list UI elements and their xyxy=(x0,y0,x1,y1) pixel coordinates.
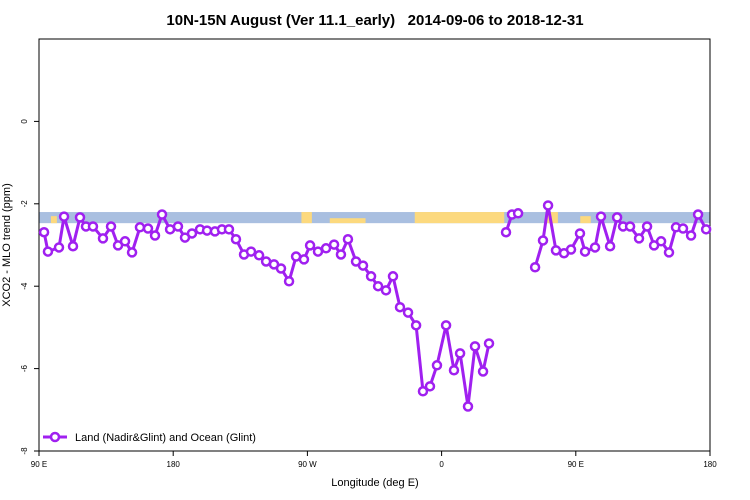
x-tick-label: 90 E xyxy=(31,460,47,469)
data-point xyxy=(312,246,324,257)
band xyxy=(329,218,366,224)
data-point xyxy=(700,224,712,235)
y-tick-label: 0 xyxy=(20,119,29,124)
data-point xyxy=(579,246,591,257)
data-point xyxy=(142,223,154,234)
data-point xyxy=(565,244,577,255)
data-point xyxy=(320,243,332,254)
plot-frame xyxy=(38,38,711,452)
data-point xyxy=(454,348,466,359)
data-point xyxy=(431,360,443,371)
data-point xyxy=(500,226,512,238)
series-line xyxy=(42,203,708,409)
data-point xyxy=(537,235,549,246)
data-point xyxy=(67,240,79,252)
x-tick-label: 90 E xyxy=(568,460,584,469)
data-point xyxy=(542,200,554,211)
data-point xyxy=(663,247,675,258)
band xyxy=(50,216,57,224)
data-point xyxy=(97,233,109,244)
y-tick-label: -2 xyxy=(20,200,29,208)
data-point xyxy=(595,211,607,222)
band xyxy=(414,212,505,224)
y-tick-label: -4 xyxy=(20,282,29,290)
y-tick-label: -8 xyxy=(20,447,29,455)
data-point xyxy=(298,254,310,265)
data-point xyxy=(42,246,54,257)
data-point xyxy=(550,245,562,256)
data-point xyxy=(402,307,414,318)
data-point xyxy=(328,239,340,250)
x-axis-label: Longitude (deg E) xyxy=(331,477,418,489)
data-point xyxy=(604,240,616,252)
data-point xyxy=(692,209,704,220)
data-point xyxy=(394,301,406,313)
chart-title: 10N-15N August (Ver 11.1_early) 2014-09-… xyxy=(166,12,583,29)
x-tick-label: 0 xyxy=(439,460,444,469)
data-point xyxy=(304,240,316,251)
data-point xyxy=(223,224,235,235)
x-tick-label: 180 xyxy=(167,460,181,469)
data-point xyxy=(253,250,265,261)
data-point xyxy=(641,221,653,232)
data-point xyxy=(512,208,524,219)
data-point xyxy=(624,221,636,232)
data-point xyxy=(38,226,50,238)
data-point xyxy=(477,366,489,377)
data-point xyxy=(574,228,586,239)
data-point xyxy=(342,233,354,245)
data-point xyxy=(589,242,601,253)
data-point xyxy=(380,285,392,296)
data-point xyxy=(387,271,399,282)
data-point xyxy=(134,222,146,233)
data-point xyxy=(417,386,429,397)
legend-label: Land (Nadir&Glint) and Ocean (Glint) xyxy=(75,432,256,444)
data-point xyxy=(245,246,257,257)
data-point xyxy=(275,263,287,274)
data-point xyxy=(448,364,460,376)
band xyxy=(545,212,558,224)
data-point xyxy=(149,230,161,241)
data-point xyxy=(685,230,697,241)
data-point xyxy=(462,401,474,412)
data-point xyxy=(53,242,65,253)
data-point xyxy=(119,236,131,247)
x-tick-label: 180 xyxy=(703,460,717,469)
y-tick-label: -6 xyxy=(20,364,29,372)
data-point xyxy=(74,212,86,223)
x-tick-label: 90 W xyxy=(298,460,317,469)
data-point xyxy=(126,247,138,258)
band xyxy=(580,216,591,224)
data-point xyxy=(365,271,377,282)
data-point xyxy=(156,209,168,220)
data-point xyxy=(469,341,481,352)
data-point xyxy=(529,261,541,273)
data-point xyxy=(230,233,242,245)
data-point xyxy=(357,260,369,271)
data-point xyxy=(105,221,117,232)
legend-marker xyxy=(49,431,61,443)
data-point xyxy=(424,381,436,392)
data-point xyxy=(335,249,347,260)
data-point xyxy=(372,280,384,292)
data-point xyxy=(633,233,645,244)
data-point xyxy=(283,276,295,287)
band xyxy=(301,212,312,224)
data-point xyxy=(58,211,70,222)
data-point xyxy=(655,236,667,247)
data-point xyxy=(186,228,198,239)
data-point xyxy=(410,320,422,331)
band xyxy=(39,212,710,224)
data-point xyxy=(677,223,689,234)
data-point xyxy=(440,320,452,331)
data-point xyxy=(87,221,99,232)
y-axis-label: XCO2 - MLO trend (ppm) xyxy=(1,183,13,306)
data-point xyxy=(172,221,184,232)
data-point xyxy=(611,212,623,223)
data-point xyxy=(483,338,495,349)
